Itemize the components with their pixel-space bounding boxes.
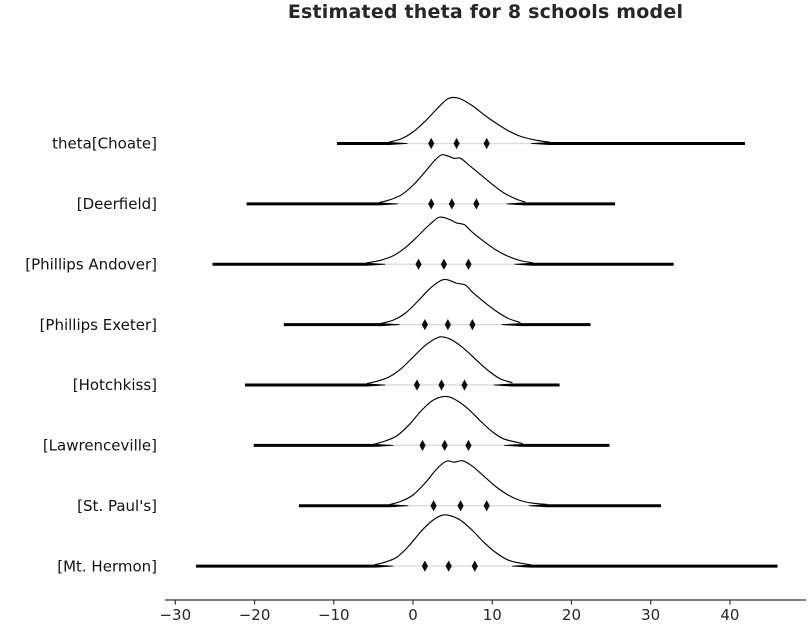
quantile-diamond (440, 258, 448, 270)
right-tail-line (512, 564, 778, 568)
left-tail-line (283, 323, 400, 327)
row-label: [St. Paul's] (77, 497, 157, 515)
quantile-diamond (419, 439, 426, 451)
quantile-diamond (428, 198, 435, 210)
x-tick-label: 0 (408, 606, 418, 624)
quantile-diamond (483, 500, 490, 512)
density-curve (389, 460, 548, 506)
right-tail-line (504, 443, 610, 447)
left-tail-line (246, 202, 398, 206)
density-fill (367, 336, 513, 386)
row-label: [Lawrenceville] (43, 437, 157, 455)
left-tail-line (298, 504, 409, 508)
right-tail-line (528, 504, 662, 508)
quantile-diamond (473, 198, 480, 210)
left-tail-line (253, 443, 394, 447)
quantile-diamond (469, 319, 476, 331)
right-tail-line (506, 202, 616, 206)
left-tail-line (245, 383, 386, 387)
row-label: theta[Choate] (52, 135, 157, 153)
row-label: [Mt. Hermon] (57, 557, 157, 575)
quantile-diamond (413, 379, 421, 391)
quantile-diamond (444, 319, 451, 331)
density-curve (374, 514, 531, 566)
quantile-diamond (448, 198, 455, 210)
left-tail-line (336, 142, 408, 145)
quantile-diamond (457, 500, 464, 512)
row-label: [Phillips Exeter] (40, 316, 157, 334)
quantile-diamond (421, 319, 428, 331)
row-label: [Hotchkiss] (73, 376, 157, 394)
quantile-diamond (441, 439, 448, 451)
density-fill (367, 216, 533, 265)
quantile-diamond (471, 560, 478, 572)
quantile-diamond (453, 137, 460, 150)
quantile-diamond (430, 500, 437, 512)
density-curve (366, 216, 534, 264)
density-curve (379, 154, 526, 203)
density-fill (381, 279, 520, 325)
quantile-diamond (415, 258, 422, 270)
density-fill (374, 514, 531, 567)
density-fill (390, 460, 547, 506)
x-tick-label: 30 (641, 606, 660, 624)
quantile-diamond (421, 560, 428, 572)
x-tick-label: 20 (562, 606, 581, 624)
x-tick-label: 40 (720, 606, 739, 624)
x-tick-label: 10 (483, 606, 502, 624)
quantile-diamond (483, 137, 490, 150)
x-tick-label: −30 (159, 606, 191, 624)
density-curve (388, 96, 550, 143)
left-tail-line (212, 262, 386, 266)
density-curve (374, 395, 523, 445)
density-curve (366, 336, 513, 385)
density-fill (374, 396, 523, 446)
right-tail-line (501, 323, 591, 327)
density-curve (380, 278, 521, 324)
x-tick-label: −20 (239, 606, 271, 624)
x-tick-label: −10 (318, 606, 350, 624)
row-label: [Deerfield] (77, 195, 157, 213)
quantile-diamond (438, 379, 445, 391)
quantile-diamond (428, 137, 435, 150)
right-tail-line (531, 142, 745, 145)
row-label: [Phillips Andover] (25, 255, 157, 273)
right-tail-line (493, 383, 560, 387)
density-fill (389, 97, 550, 144)
quantile-diamond (461, 379, 468, 391)
right-tail-line (514, 262, 674, 266)
quantile-diamond (445, 560, 452, 572)
quantile-diamond (465, 258, 472, 270)
density-fill (379, 154, 525, 204)
quantile-diamond (465, 439, 472, 451)
left-tail-line (195, 564, 394, 568)
chart-title: Estimated theta for 8 schools model (287, 1, 684, 23)
